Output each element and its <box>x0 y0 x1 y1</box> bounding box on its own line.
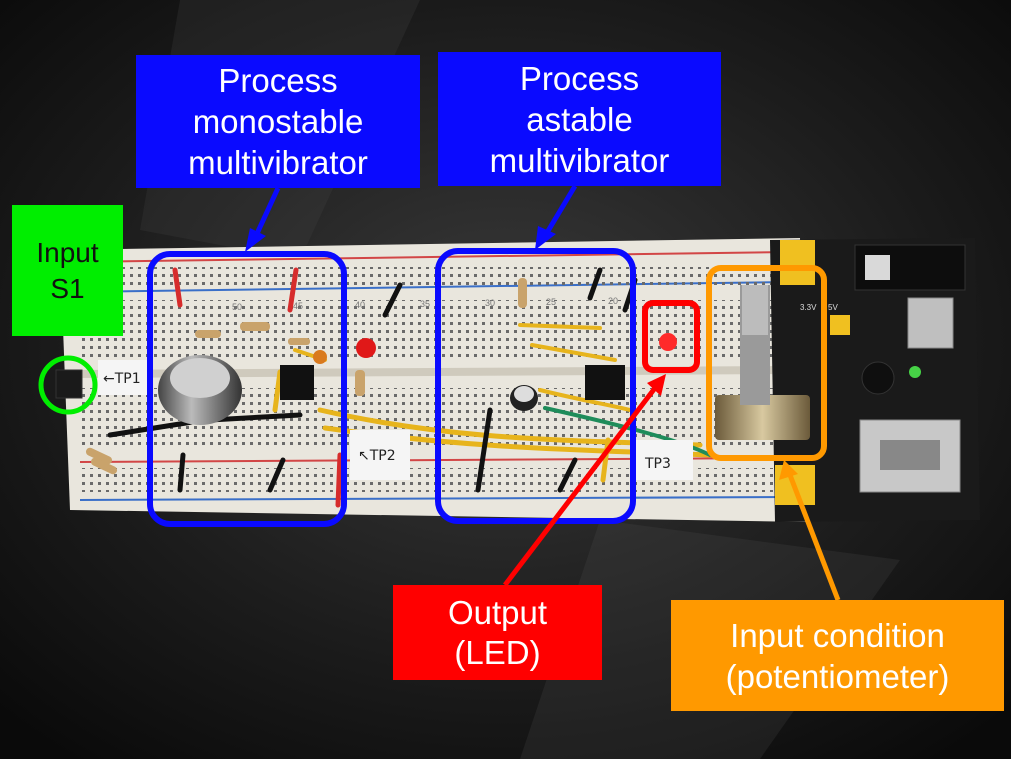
label-line: multivibrator <box>489 141 670 179</box>
potentiometer <box>715 285 810 440</box>
ic-chip-monostable <box>280 365 314 400</box>
row-number: 40 <box>355 300 365 310</box>
label-line: (potentiometer) <box>725 657 950 695</box>
label-line: Input condition <box>730 616 945 654</box>
label-line: S1 <box>50 272 85 304</box>
label-line: Input <box>36 236 99 268</box>
output-led-icon <box>659 333 677 351</box>
electrolytic-capacitor-large <box>158 355 242 425</box>
potentiometer-frame <box>706 265 827 461</box>
label-line: Process <box>218 62 338 99</box>
power-supply-module: 3.3V 5V <box>770 238 980 522</box>
label-line: monostable <box>192 103 364 140</box>
red-led-icon <box>356 338 376 358</box>
label-output-led: Output (LED) <box>393 585 602 680</box>
input-button-circle <box>38 355 98 415</box>
label-line: Process <box>519 59 640 97</box>
label-process-astable: Process astable multivibrator <box>438 52 721 186</box>
test-point-tp2: ↖TP2 <box>350 430 410 480</box>
push-button-s1 <box>55 369 83 399</box>
ic-chip-astable <box>585 365 625 400</box>
row-number: 20 <box>608 296 618 306</box>
label-input-condition: Input condition (potentiometer) <box>671 600 1004 711</box>
label-line: multivibrator <box>188 144 368 181</box>
test-point-tp3: TP3 <box>633 440 693 480</box>
svg-text:↖TP2: ↖TP2 <box>358 448 396 464</box>
test-point-tp1: ←TP1 <box>98 360 153 395</box>
label-line: (LED) <box>454 633 541 671</box>
monostable-frame <box>147 251 347 527</box>
row-number: 45 <box>293 301 303 311</box>
label-line: Output <box>447 593 548 631</box>
row-number: 35 <box>420 299 430 309</box>
rail-voltage-label: 3.3V <box>800 303 817 312</box>
resistors <box>85 278 527 475</box>
output-led-frame <box>642 300 700 373</box>
ceramic-capacitor <box>313 350 327 364</box>
row-number: 30 <box>485 298 495 308</box>
label-line: astable <box>526 100 633 138</box>
annotation-arrows <box>245 184 841 601</box>
power-switch <box>907 297 954 349</box>
label-process-monostable: Process monostable multivibrator <box>136 55 420 188</box>
astable-frame <box>435 248 636 524</box>
svg-text:TP3: TP3 <box>644 456 671 472</box>
row-number: 25 <box>546 297 556 307</box>
label-input-s1: Input S1 <box>12 205 123 336</box>
svg-text:←TP1: ←TP1 <box>103 371 141 387</box>
power-led-icon <box>909 366 921 378</box>
row-number: 50 <box>232 302 242 312</box>
rail-voltage-label: 5V <box>828 303 838 312</box>
electrolytic-capacitor-small <box>510 385 538 411</box>
